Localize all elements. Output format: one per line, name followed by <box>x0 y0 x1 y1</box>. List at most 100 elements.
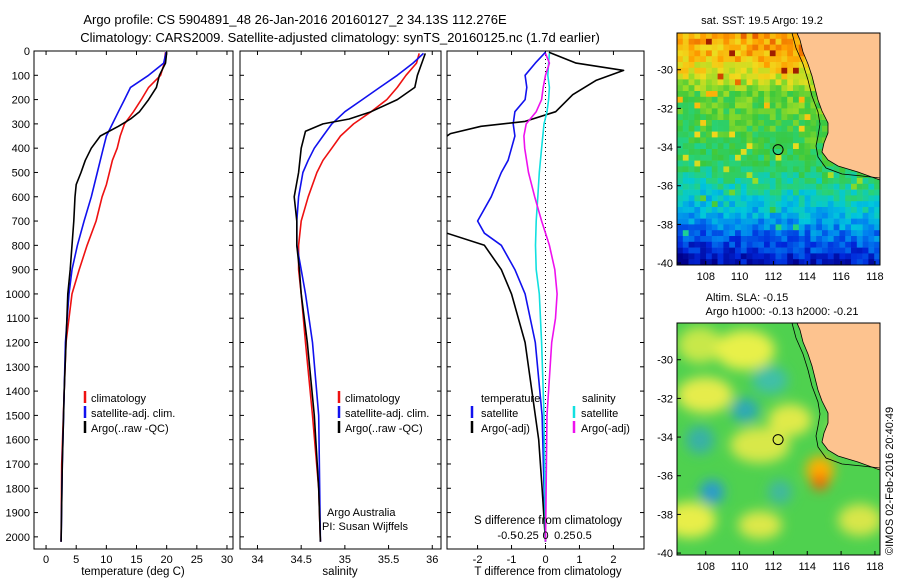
sst-map-frame <box>676 32 881 266</box>
s-diff-tick-label: 0.25 <box>554 530 575 542</box>
series-line-argo-raw-qc <box>293 53 427 542</box>
legend-temp-climatology: climatology <box>91 393 147 405</box>
x-tick-label: 20 <box>161 554 173 566</box>
temperature-legend: climatology satellite-adj. clim. Argo(..… <box>83 391 175 435</box>
y-tick-label: 1100 <box>6 313 30 325</box>
x-tick-label: 35 <box>339 554 351 566</box>
map-x-tick-label: 112 <box>765 561 783 573</box>
x-tick-label: 25 <box>191 554 203 566</box>
map-x-tick-label: 108 <box>697 561 715 573</box>
temperature-panel: 0100200300400500600700800900100011001200… <box>6 46 234 578</box>
temperature-lines <box>60 52 168 542</box>
y-tick-label: 1600 <box>6 435 30 447</box>
y-tick-label: 300 <box>12 119 30 131</box>
legend-t-satellite: satellite <box>481 408 518 420</box>
series-line-climatology <box>60 52 167 542</box>
salinity-ticks: 34 34.5 35 35.5 36 <box>240 50 441 566</box>
y-tick-label: 1900 <box>6 508 30 520</box>
y-tick-label: 1800 <box>6 483 30 495</box>
s-diff-tick-label: 0.5 <box>576 530 591 542</box>
y-tick-label: 2000 <box>6 532 30 544</box>
y-tick-label: 800 <box>12 240 30 252</box>
coastal-shelf <box>791 33 880 179</box>
difference-lines <box>447 51 625 542</box>
map-x-tick-label: 114 <box>798 561 816 573</box>
map-y-tick-label: -40 <box>657 548 673 560</box>
y-tick-label: 1000 <box>6 289 30 301</box>
side-timestamp: ©IMOS 02-Feb-2016 20:40:49 <box>884 407 896 555</box>
legend-temperature-title: temperature <box>481 393 540 405</box>
difference-xlabel-top: S difference from climatology <box>474 515 622 527</box>
y-tick-label: 1200 <box>6 338 30 350</box>
difference-panel: -2 -1 0 1 2 T difference from climatology S … <box>446 50 645 578</box>
map-x-tick-label: 116 <box>832 271 850 283</box>
legend-salinity-title: salinity <box>582 393 616 405</box>
map-y-tick-label: -38 <box>657 219 673 231</box>
land-mass <box>796 323 880 471</box>
y-tick-label: 1300 <box>6 362 30 374</box>
x-tick-label: 0 <box>542 554 548 566</box>
difference-legend: temperature satellite Argo(-adj) salinit… <box>470 393 630 435</box>
y-tick-label: 100 <box>12 70 30 82</box>
sla-map: Altim. SLA: -0.15 Argo h1000: -0.13 h200… <box>657 292 884 573</box>
x-tick-label: 15 <box>130 554 142 566</box>
map-x-tick-label: 110 <box>731 561 749 573</box>
y-tick-label: 200 <box>12 95 30 107</box>
map-y-tick-label: -34 <box>657 432 673 444</box>
map-x-tick-label: 116 <box>832 561 850 573</box>
legend-temp-satellite: satellite-adj. clim. <box>91 408 175 420</box>
temperature-axes-frame <box>33 50 234 550</box>
argo-location-marker <box>772 144 784 156</box>
series-line-s-satellite <box>534 53 551 542</box>
x-tick-label: 35.5 <box>378 554 399 566</box>
salinity-axes-frame <box>239 50 442 550</box>
s-diff-tick-label: -0.25 <box>514 530 539 542</box>
sla-map-frame <box>676 322 881 556</box>
y-tick-label: 500 <box>12 167 30 179</box>
x-tick-label: 36 <box>426 554 438 566</box>
y-tick-label: 400 <box>12 143 30 155</box>
y-tick-label: 0 <box>24 46 30 58</box>
difference-xlabel: T difference from climatology <box>474 566 621 578</box>
map-y-tick-label: -36 <box>657 471 673 483</box>
x-tick-label: 30 <box>221 554 233 566</box>
map-x-tick-label: 118 <box>866 561 884 573</box>
map-x-tick-label: 114 <box>798 271 816 283</box>
x-tick-label: -1 <box>507 554 517 566</box>
s-diff-tick-label: 0 <box>542 530 548 542</box>
annotation-argo-australia: Argo Australia <box>327 507 396 519</box>
series-line-satellite-adj-clim <box>295 52 425 542</box>
series-line-t-satellite <box>476 51 547 542</box>
sla-map-title: Altim. SLA: -0.15 <box>706 292 789 304</box>
map-x-tick-label: 112 <box>765 271 783 283</box>
salinity-legend: climatology satellite-adj. clim. Argo(..… <box>337 391 429 435</box>
y-tick-label: 600 <box>12 192 30 204</box>
map-y-tick-label: -36 <box>657 181 673 193</box>
series-line-argo-raw-qc <box>60 52 168 542</box>
header-line1: Argo profile: CS 5904891_48 26-Jan-2016 … <box>83 12 507 27</box>
y-tick-label: 700 <box>12 216 30 228</box>
s-diff-tick-label: -0.5 <box>497 530 516 542</box>
x-tick-label: 34 <box>251 554 263 566</box>
map-x-tick-label: 110 <box>731 271 749 283</box>
sst-map: sat. SST: 19.5 Argo: 19.2 108 110 112 114 11… <box>657 15 884 283</box>
series-line-climatology <box>297 53 420 542</box>
legend-s-satellite: satellite <box>581 408 618 420</box>
map-y-tick-label: -40 <box>657 258 673 270</box>
x-tick-label: -2 <box>473 554 483 566</box>
y-tick-label: 1700 <box>6 459 30 471</box>
legend-temp-argo: Argo(..raw -QC) <box>91 423 169 435</box>
legend-sal-satellite: satellite-adj. clim. <box>345 408 429 420</box>
land-mass <box>796 33 880 181</box>
sla-field <box>677 327 880 539</box>
legend-sal-argo: Argo(..raw -QC) <box>345 423 423 435</box>
map-y-tick-label: -30 <box>657 65 673 77</box>
salinity-diff-ticklabels: -0.5-0.25 0 0.25 0.5 <box>497 530 591 542</box>
map-y-tick-label: -32 <box>657 103 673 115</box>
x-tick-label: 34.5 <box>290 554 311 566</box>
difference-ticks: -2 -1 0 1 2 <box>447 50 644 566</box>
x-tick-label: 2 <box>610 554 616 566</box>
map-y-tick-label: -38 <box>657 509 673 521</box>
salinity-panel: 34 34.5 35 35.5 36 salinity climatology sate… <box>239 50 442 578</box>
